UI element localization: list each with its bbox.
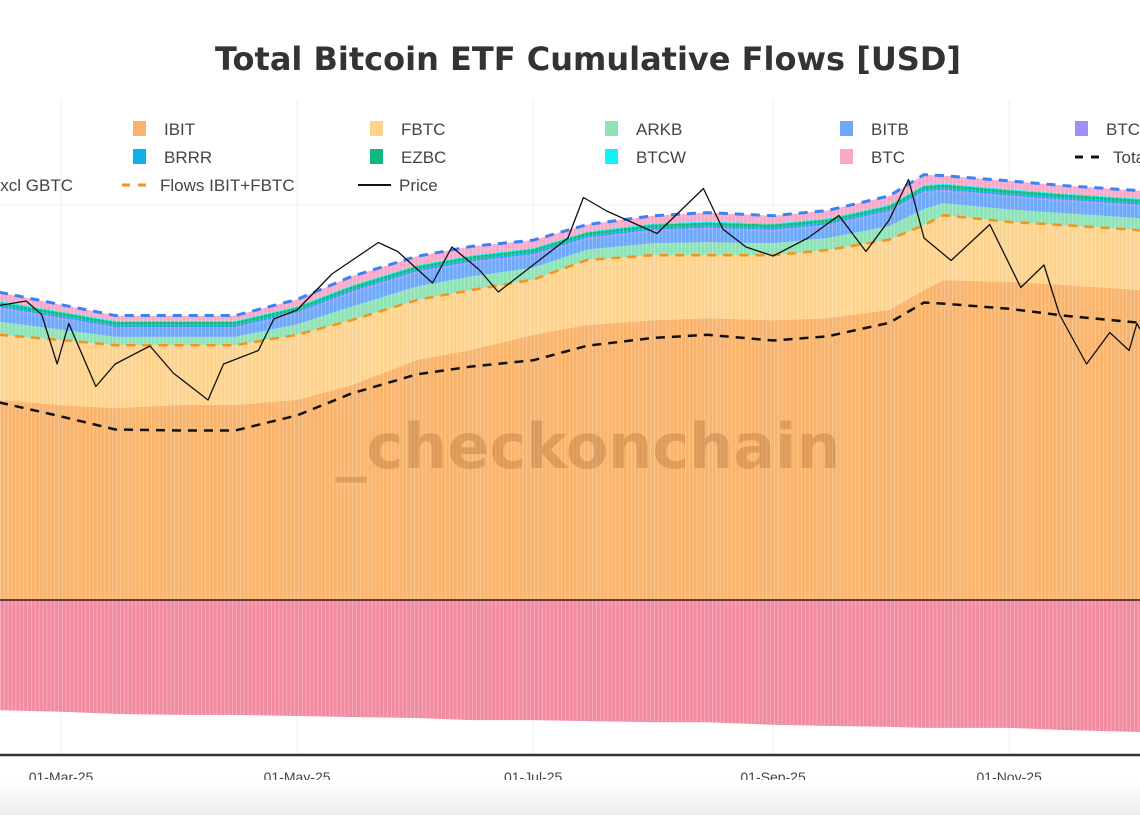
- legend-label: Price: [399, 176, 438, 195]
- legend-item-bitb[interactable]: BITB: [840, 120, 909, 139]
- legend-swatch: [840, 149, 853, 164]
- legend-item-total-flows-excl-gbtc[interactable]: Total Flows excl GBTC: [0, 176, 73, 195]
- legend-swatch: [133, 149, 146, 164]
- legend-label: BITB: [871, 120, 909, 139]
- legend-item-fbtc[interactable]: FBTC: [370, 120, 445, 139]
- legend-item-total-flows[interactable]: Total Flows: [1075, 148, 1140, 167]
- bar-texture: [0, 100, 1140, 755]
- legend-label: BTCW: [636, 148, 686, 167]
- legend-item-ibit[interactable]: IBIT: [133, 120, 195, 139]
- legend-label: BTCO: [1106, 120, 1140, 139]
- legend-item-flows-ibit-fbtc[interactable]: Flows IBIT+FBTC: [122, 176, 295, 195]
- legend-swatch: [370, 149, 383, 164]
- line-total-excl-gbtc: [0, 173, 1140, 318]
- legend-swatch: [133, 121, 146, 136]
- legend: IBIT FBTC ARKB BITB BTCO BRRR EZBC BTCW BTC Total…: [0, 120, 1140, 195]
- legend-label: Flows IBIT+FBTC: [160, 176, 295, 195]
- overlay-lines: [0, 173, 1140, 432]
- watermark: _checkonchain: [335, 410, 840, 483]
- line-price: [0, 178, 1140, 401]
- legend-item-btcw[interactable]: BTCW: [605, 148, 686, 167]
- legend-item-price[interactable]: Price: [358, 176, 438, 195]
- legend-label: FBTC: [401, 120, 445, 139]
- legend-item-btco[interactable]: BTCO: [1075, 120, 1140, 139]
- chart-title: Total Bitcoin ETF Cumulative Flows [USD]: [215, 40, 961, 78]
- legend-swatch: [1075, 121, 1088, 136]
- legend-label: Total Flows excl GBTC: [0, 176, 73, 195]
- legend-item-ezbc[interactable]: EZBC: [370, 148, 446, 167]
- legend-label: BRRR: [164, 148, 212, 167]
- legend-label: IBIT: [164, 120, 195, 139]
- legend-swatch: [370, 121, 383, 136]
- legend-swatch: [605, 121, 618, 136]
- legend-label: EZBC: [401, 148, 446, 167]
- legend-swatch: [605, 149, 618, 164]
- legend-item-brrr[interactable]: BRRR: [133, 148, 212, 167]
- line-total-flows: [0, 301, 1140, 432]
- legend-label: ARKB: [636, 120, 682, 139]
- legend-swatch: [840, 121, 853, 136]
- legend-label: Total Flows: [1113, 148, 1140, 167]
- legend-item-btc[interactable]: BTC: [840, 148, 905, 167]
- footer-gradient: [0, 780, 1140, 815]
- legend-item-arkb[interactable]: ARKB: [605, 120, 682, 139]
- legend-label: BTC: [871, 148, 905, 167]
- line-flows-ibit-fbtc: [0, 213, 1140, 347]
